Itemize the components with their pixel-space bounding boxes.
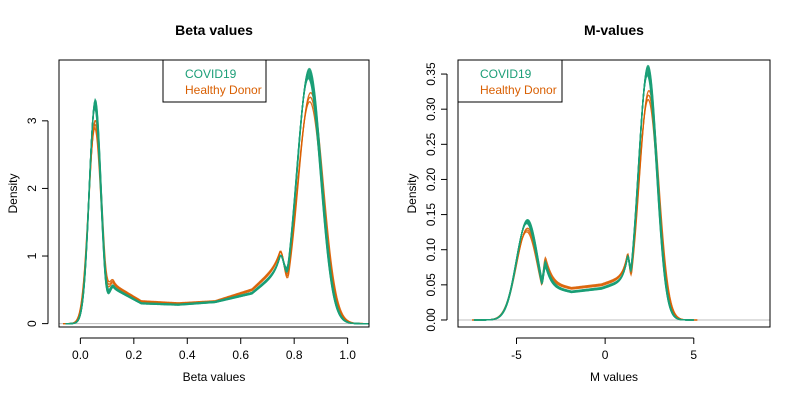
density-line-covid19 bbox=[473, 64, 694, 321]
y-tick-label: 2 bbox=[25, 185, 39, 192]
x-tick-label: 0.2 bbox=[125, 348, 142, 362]
legend: COVID19 Healthy Donor bbox=[457, 59, 563, 103]
density-line-covid19 bbox=[473, 73, 694, 321]
density-line-covid19 bbox=[473, 71, 694, 321]
chart-panel-1: Beta values 0.0 0.2 0.4 0.6 0.8 1.0 Beta values… bbox=[6, 22, 370, 384]
y-axis-label: Density bbox=[405, 173, 419, 213]
x-tick-label: -5 bbox=[511, 348, 522, 362]
density-line-covid19 bbox=[473, 66, 694, 321]
x-tick-label: 0.8 bbox=[286, 348, 303, 362]
density-line-covid19 bbox=[473, 74, 694, 321]
plot-frame bbox=[457, 59, 771, 328]
x-axis-label: Beta values bbox=[183, 370, 246, 384]
y-axis: 0.00 0.05 0.10 0.15 0.20 0.25 0.30 0.35 bbox=[424, 62, 448, 332]
y-axis: 0 1 2 3 bbox=[25, 117, 49, 327]
density-line-covid19 bbox=[473, 69, 694, 321]
density-line-covid19 bbox=[473, 68, 694, 321]
y-axis-label: Density bbox=[6, 173, 20, 213]
legend-entry-covid19: COVID19 bbox=[480, 67, 532, 81]
density-line-covid19 bbox=[65, 67, 369, 325]
x-tick-label: 0.4 bbox=[179, 348, 196, 362]
y-tick-label: 0.35 bbox=[424, 62, 438, 86]
x-tick-label: 1.0 bbox=[339, 348, 356, 362]
density-curves bbox=[472, 64, 698, 321]
x-tick-label: 0.0 bbox=[72, 348, 89, 362]
y-tick-label: 3 bbox=[25, 117, 39, 124]
legend: COVID19 Healthy Donor bbox=[162, 59, 267, 103]
y-tick-label: 0.05 bbox=[424, 273, 438, 297]
density-curves bbox=[63, 67, 369, 325]
density-line-healthy-donor bbox=[472, 89, 698, 321]
chart-title: M-values bbox=[584, 22, 644, 38]
chart-title: Beta values bbox=[175, 22, 253, 38]
y-tick-label: 0.00 bbox=[424, 308, 438, 332]
y-tick-label: 0 bbox=[25, 320, 39, 327]
legend-box bbox=[457, 59, 563, 103]
x-tick-label: 0.6 bbox=[232, 348, 249, 362]
x-axis: 0.0 0.2 0.4 0.6 0.8 1.0 bbox=[72, 337, 356, 362]
y-tick-label: 0.30 bbox=[424, 97, 438, 121]
density-line-covid19 bbox=[473, 65, 694, 321]
x-tick-label: 5 bbox=[690, 348, 697, 362]
legend-entry-covid19: COVID19 bbox=[185, 67, 237, 81]
density-line-covid19 bbox=[473, 70, 694, 321]
x-axis-label: M values bbox=[590, 370, 638, 384]
y-tick-label: 0.10 bbox=[424, 238, 438, 262]
y-tick-label: 0.25 bbox=[424, 132, 438, 156]
chart-panel-2: M-values -5 0 5 M values 0.00 0.05 0.10 0.15 0.20… bbox=[405, 22, 771, 384]
y-tick-label: 1 bbox=[25, 252, 39, 259]
legend-box bbox=[162, 59, 267, 103]
density-line-covid19 bbox=[473, 72, 694, 321]
y-tick-label: 0.15 bbox=[424, 203, 438, 227]
x-tick-label: 0 bbox=[602, 348, 609, 362]
x-axis: -5 0 5 bbox=[511, 337, 697, 362]
legend-entry-healthy-donor: Healthy Donor bbox=[480, 83, 557, 97]
y-tick-label: 0.20 bbox=[424, 167, 438, 191]
legend-entry-healthy-donor: Healthy Donor bbox=[185, 83, 262, 97]
